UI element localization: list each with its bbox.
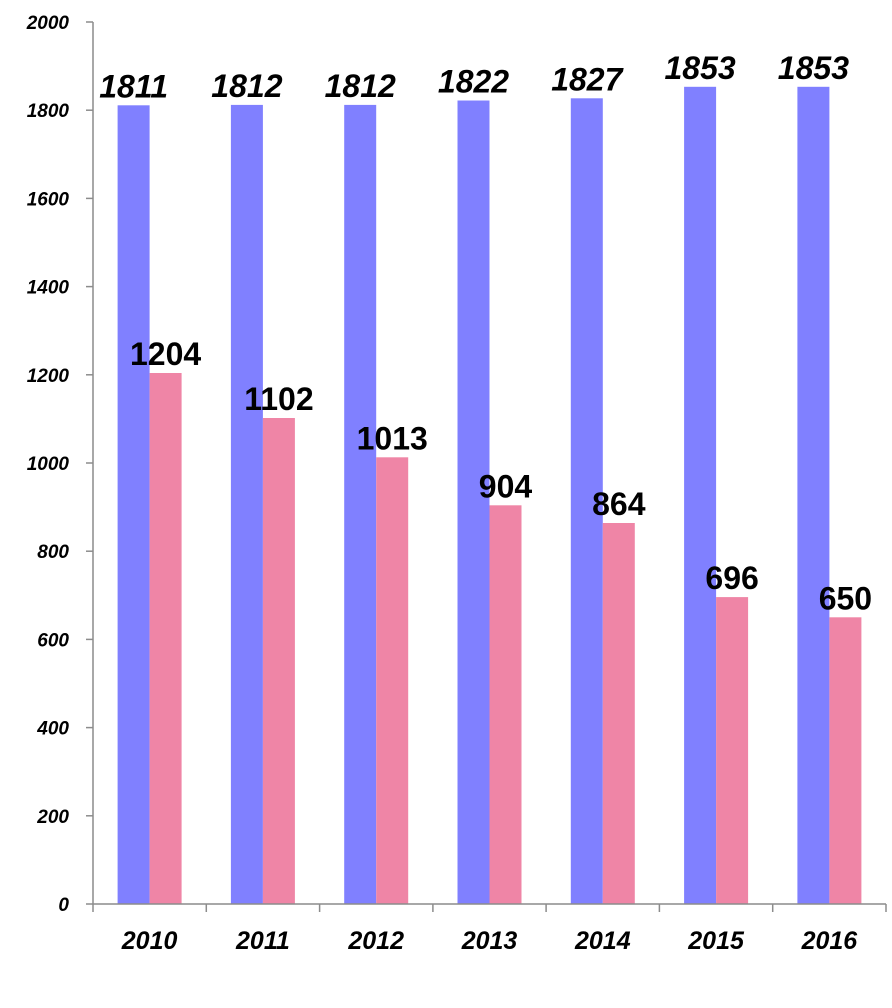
bar-series2-2010 — [149, 373, 182, 904]
data-label-series1-2011: 1812 — [211, 68, 282, 104]
bar-series1-2012 — [344, 104, 377, 904]
y-tick-label-800: 800 — [37, 542, 69, 563]
y-tick-label-1000: 1000 — [27, 454, 70, 475]
bar-series1-2011 — [230, 104, 263, 904]
data-label-series2-2010: 1204 — [130, 336, 201, 372]
y-tick-label-0: 0 — [58, 895, 69, 916]
bar-series2-2016 — [829, 617, 862, 904]
data-label-series1-2013: 1822 — [438, 64, 509, 100]
y-tick-label-1600: 1600 — [27, 189, 70, 210]
y-tick-label-200: 200 — [36, 807, 69, 828]
y-tick-label-2000: 2000 — [26, 13, 70, 34]
bars-layer — [117, 86, 862, 905]
y-tick-label-1200: 1200 — [27, 366, 70, 387]
bar-series1-2016 — [797, 86, 830, 905]
data-label-series2-2011: 1102 — [244, 381, 313, 417]
bar-series2-2013 — [489, 505, 522, 904]
bar-series1-2015 — [684, 86, 717, 905]
bar-series2-2015 — [716, 597, 749, 904]
y-tick-label-1400: 1400 — [27, 278, 70, 299]
data-label-series1-2012: 1812 — [325, 68, 396, 104]
y-tick-label-1800: 1800 — [27, 101, 70, 122]
bar-series2-2011 — [262, 418, 295, 904]
data-label-series2-2012: 1013 — [357, 420, 428, 456]
data-label-series2-2014: 864 — [592, 486, 646, 522]
x-tick-label-2013: 2013 — [461, 927, 518, 955]
x-tick-label-2016: 2016 — [801, 927, 859, 955]
data-label-series2-2015: 696 — [705, 560, 758, 596]
x-tick-label-2012: 2012 — [347, 927, 404, 955]
x-tick-label-2011: 2011 — [235, 927, 290, 955]
data-label-series2-2016: 650 — [819, 580, 872, 616]
labels-layer: 1811 1204 1812 1102 1812 1013 1822 904 1827 864 18… — [26, 13, 872, 955]
y-tick-label-400: 400 — [36, 719, 69, 740]
bar-series2-2012 — [376, 457, 409, 904]
bar-series1-2010 — [117, 105, 150, 905]
data-label-series1-2014: 1827 — [551, 61, 624, 97]
data-label-series1-2015: 1853 — [665, 50, 736, 86]
data-label-series1-2010: 1811 — [99, 68, 168, 104]
data-label-series1-2016: 1853 — [778, 50, 849, 86]
y-tick-label-600: 600 — [37, 630, 69, 651]
x-tick-label-2010: 2010 — [121, 927, 178, 955]
x-tick-label-2014: 2014 — [574, 927, 631, 955]
x-tick-label-2015: 2015 — [687, 927, 745, 955]
bar-series2-2014 — [602, 523, 635, 904]
bar-series1-2014 — [570, 98, 603, 905]
data-label-series2-2013: 904 — [479, 468, 533, 504]
axes-layer — [86, 21, 887, 912]
bar-series1-2013 — [457, 100, 490, 904]
